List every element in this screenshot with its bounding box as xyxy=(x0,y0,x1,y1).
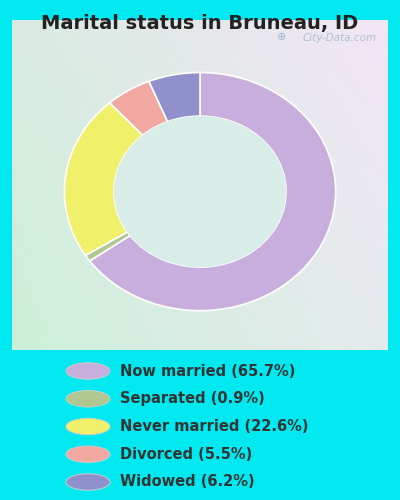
Wedge shape xyxy=(110,82,168,136)
Text: Separated (0.9%): Separated (0.9%) xyxy=(120,391,265,406)
Wedge shape xyxy=(149,72,200,122)
Text: Widowed (6.2%): Widowed (6.2%) xyxy=(120,474,255,490)
Wedge shape xyxy=(86,232,130,261)
Wedge shape xyxy=(64,103,143,256)
Text: Now married (65.7%): Now married (65.7%) xyxy=(120,364,295,378)
Circle shape xyxy=(66,474,110,490)
Text: Never married (22.6%): Never married (22.6%) xyxy=(120,419,308,434)
Circle shape xyxy=(66,363,110,379)
Text: City-Data.com: City-Data.com xyxy=(302,33,377,43)
Text: Marital status in Bruneau, ID: Marital status in Bruneau, ID xyxy=(41,14,359,33)
Circle shape xyxy=(66,390,110,407)
Circle shape xyxy=(66,446,110,462)
Circle shape xyxy=(114,116,286,267)
Circle shape xyxy=(66,418,110,434)
Text: Divorced (5.5%): Divorced (5.5%) xyxy=(120,447,252,462)
Text: ⊕: ⊕ xyxy=(277,32,286,42)
Wedge shape xyxy=(90,72,336,310)
